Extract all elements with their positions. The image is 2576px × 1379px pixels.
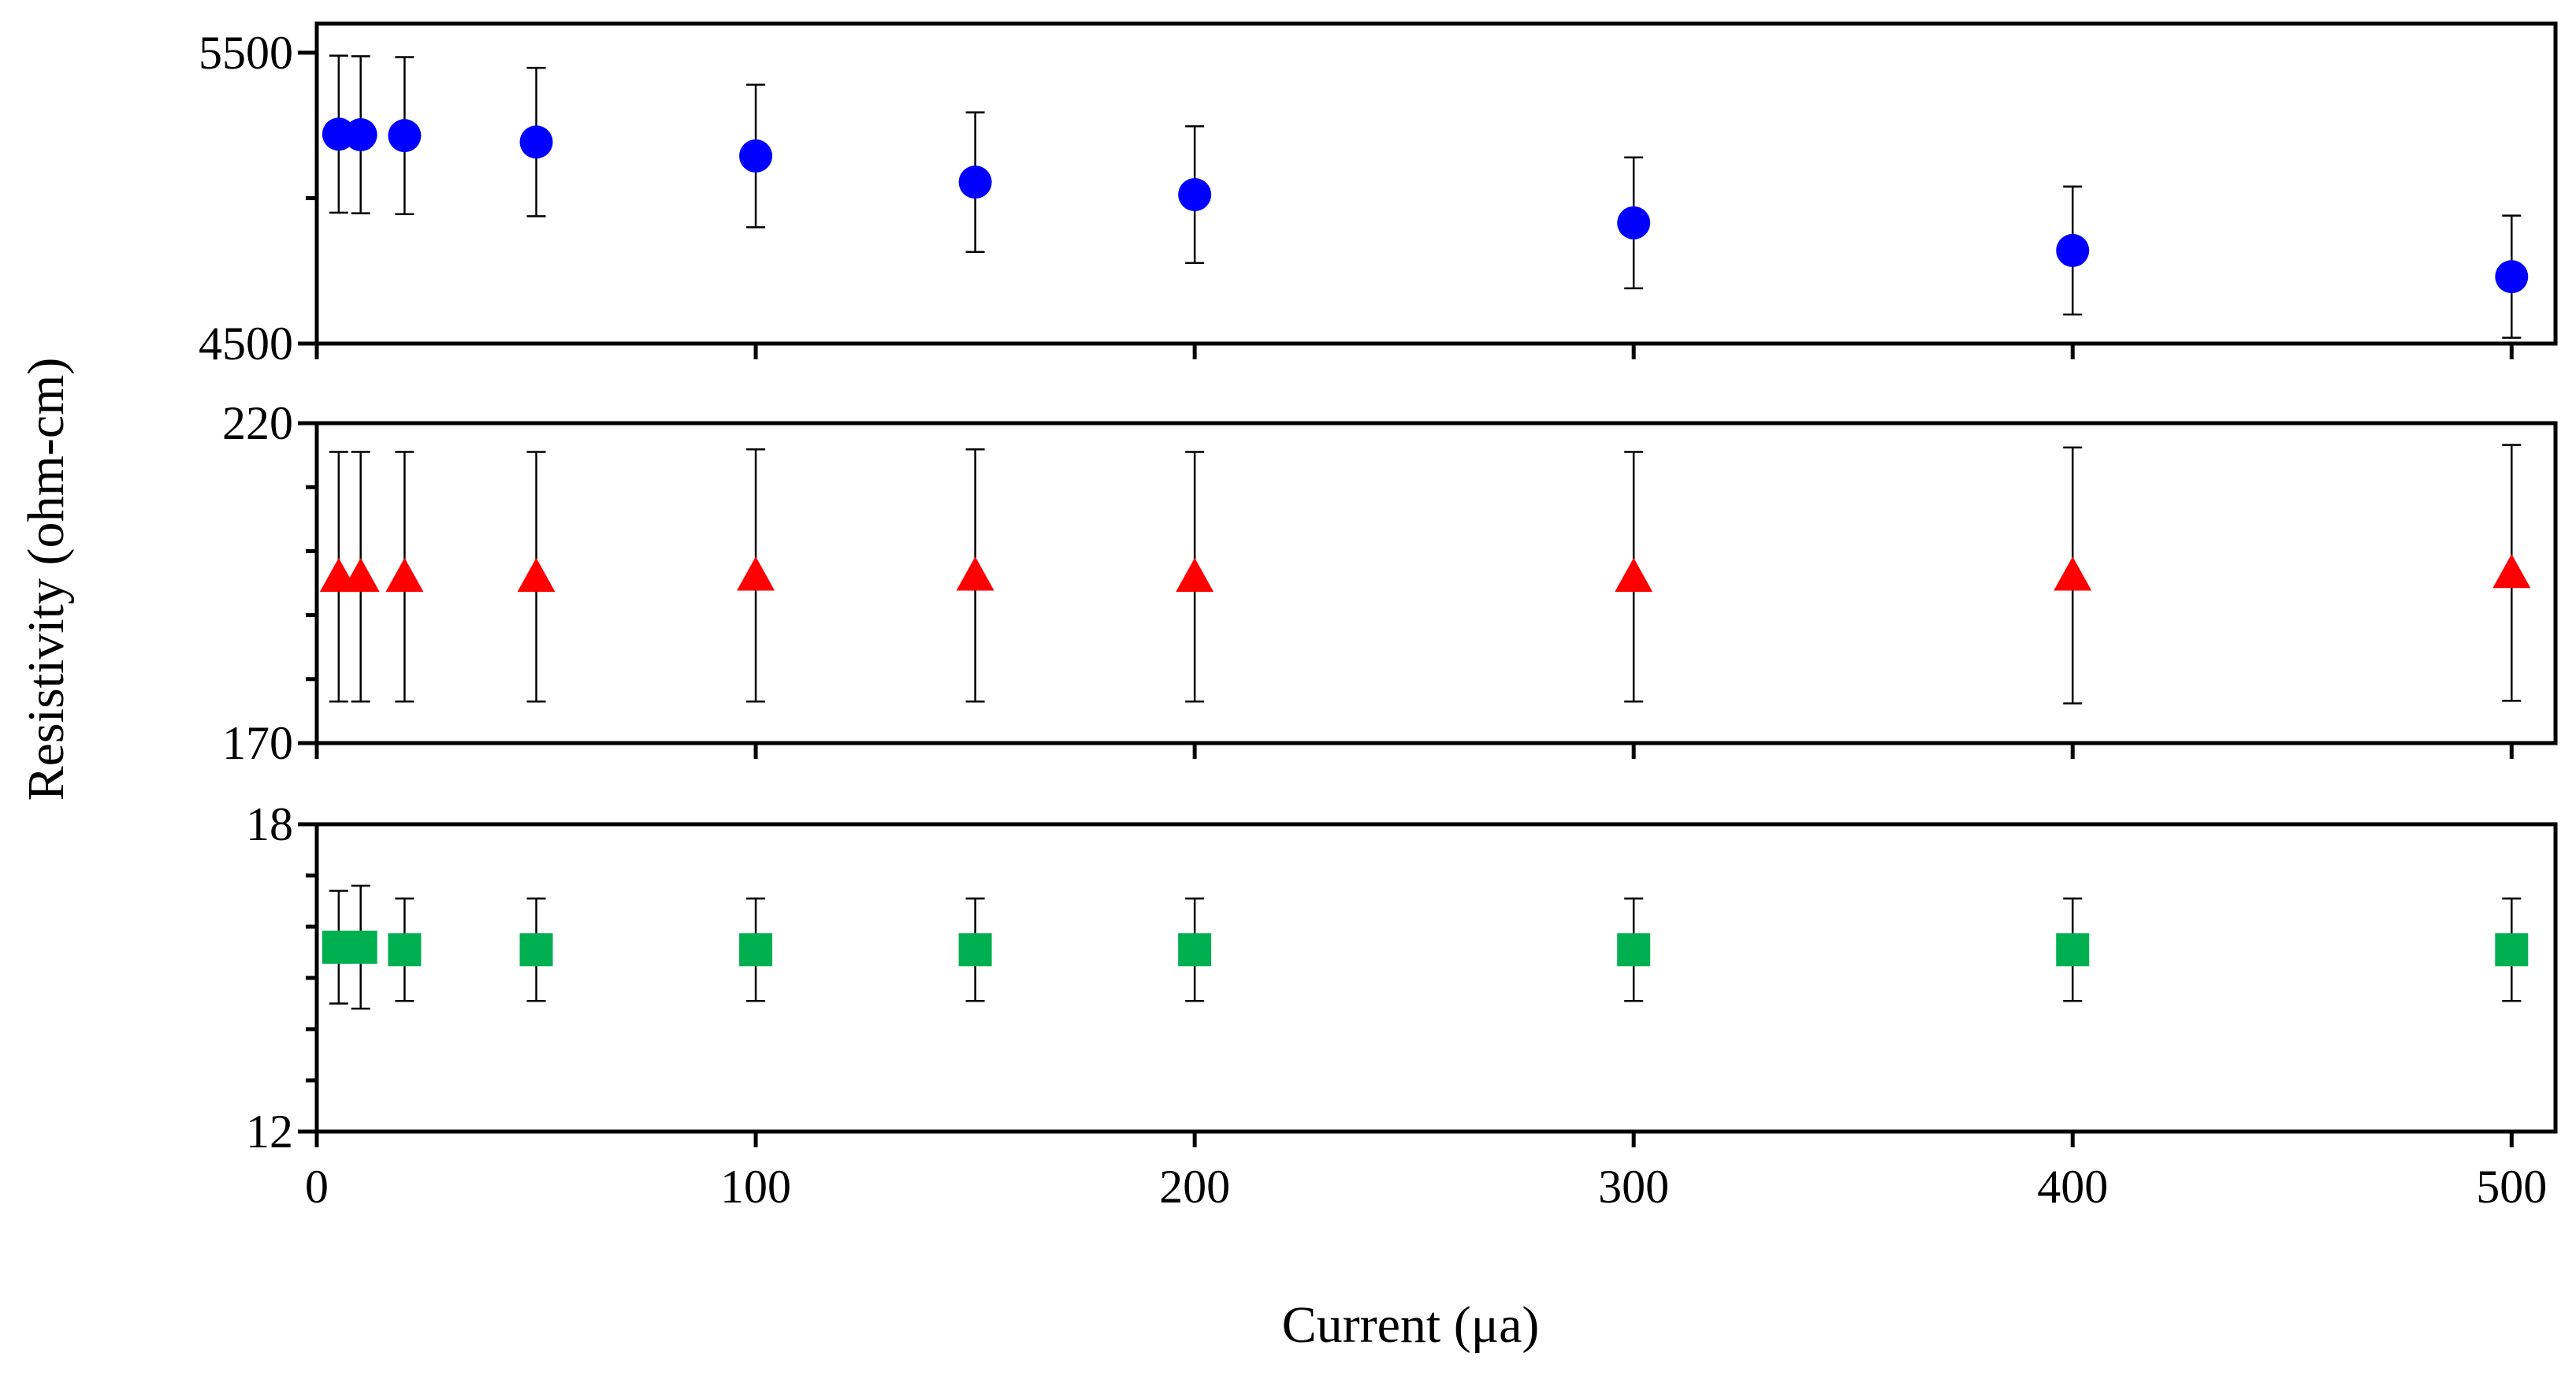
panel-top: 4500 5500 (199, 21, 2558, 370)
data-point-triangle (956, 556, 994, 591)
y-tick-label: 220 (222, 397, 293, 449)
x-tick-label: 400 (2037, 1161, 2108, 1213)
data-point-triangle (2054, 556, 2092, 591)
data-point-circle (388, 119, 422, 153)
y-tick-label: 170 (222, 717, 293, 769)
data-point-circle (1617, 206, 1651, 240)
data-point-square (2495, 933, 2529, 967)
chart-panels: 4500 5500 170 220 12 18 0 100 200 300 400 500 (199, 21, 2558, 1213)
data-point-circle (519, 125, 553, 159)
data-point-square (739, 933, 773, 967)
x-tick-label: 200 (1159, 1161, 1230, 1213)
y-axis-title: Resistivity (ohm-cm) (17, 358, 75, 801)
panel-frame-top (314, 21, 2558, 346)
panel-middle: 170 220 (222, 397, 2558, 769)
panel-frame-middle (314, 421, 2558, 745)
data-point-circle (2056, 233, 2090, 267)
y-tick-label: 12 (246, 1106, 293, 1158)
panel-bottom: 12 18 (246, 798, 2558, 1158)
x-tick-label: 100 (720, 1161, 791, 1213)
data-point-triangle (341, 557, 380, 593)
y-tick-label: 4500 (199, 318, 293, 370)
data-point-triangle (385, 557, 424, 593)
data-point-square (388, 933, 422, 967)
data-point-circle (1178, 178, 1212, 212)
data-point-square (1178, 933, 1212, 967)
x-tick-label: 0 (305, 1161, 329, 1213)
x-tick-label: 300 (1598, 1161, 1669, 1213)
data-point-circle (344, 117, 377, 151)
data-point-square (344, 931, 377, 964)
x-axis-title: Current (μa) (1282, 1296, 1540, 1354)
data-point-circle (2495, 260, 2529, 294)
panel-frame-bottom (314, 822, 2558, 1134)
data-point-triangle (2492, 554, 2531, 589)
data-point-circle (958, 165, 992, 199)
data-point-square (1617, 933, 1651, 967)
data-point-square (519, 933, 553, 967)
y-tick-label: 5500 (199, 27, 293, 79)
data-point-triangle (517, 557, 556, 593)
x-tick-label: 500 (2476, 1161, 2547, 1213)
data-point-square (2056, 933, 2090, 967)
data-point-square (958, 933, 992, 967)
data-point-circle (739, 139, 773, 173)
data-point-triangle (737, 556, 775, 591)
data-point-triangle (1176, 557, 1214, 593)
data-point-triangle (1615, 557, 1653, 593)
y-tick-label: 18 (246, 798, 293, 850)
